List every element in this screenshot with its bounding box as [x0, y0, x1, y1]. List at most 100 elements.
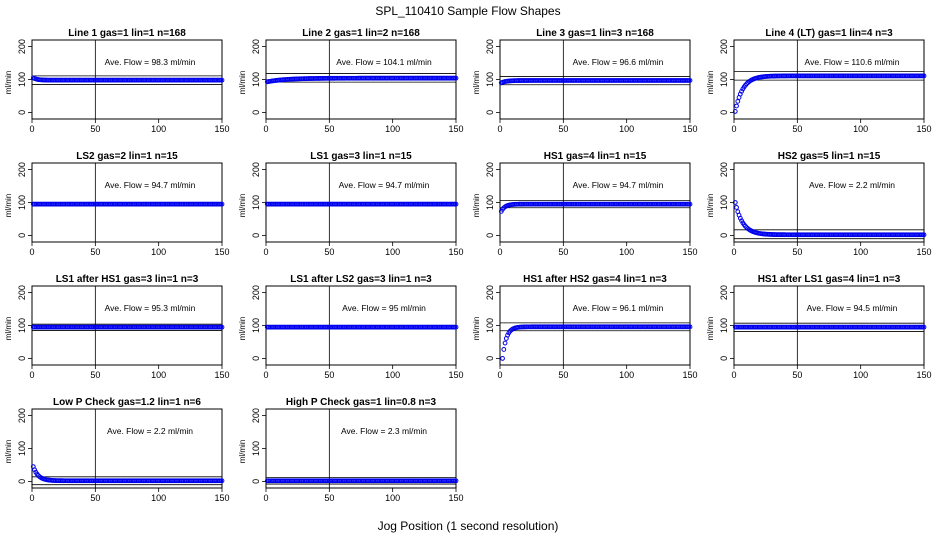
x-tick-label: 0	[731, 247, 736, 257]
plot-frame	[31, 408, 223, 489]
x-tick-label: 150	[682, 247, 697, 257]
panel-13: Low P Check gas=1.2 lin=1 n=6 Ave. Flow =…	[4, 397, 230, 503]
data-point	[687, 78, 693, 83]
panel-6: LS1 gas=3 lin=1 n=15 Ave. Flow = 94.7 ml/…	[238, 151, 464, 257]
x-tick-label: 50	[792, 370, 802, 380]
y-tick-label: 100	[485, 195, 495, 210]
x-tick-label: 100	[853, 247, 868, 257]
x-tick-label: 150	[214, 370, 229, 380]
average-flow-annotation: Ave. Flow = 104.1 ml/min	[336, 57, 432, 67]
x-tick-label: 100	[619, 370, 634, 380]
y-tick-label: 100	[251, 195, 261, 210]
x-tick-label: 100	[151, 124, 166, 134]
x-tick-label: 100	[619, 124, 634, 134]
y-tick-label: 0	[251, 479, 261, 484]
plot-frame	[265, 408, 457, 489]
y-tick-label: 200	[17, 39, 27, 54]
panel-title: HS1 gas=4 lin=1 n=15	[544, 151, 647, 162]
panel-2: Line 2 gas=1 lin=2 n=168 Ave. Flow = 104.…	[238, 28, 464, 134]
y-tick-label: 200	[485, 162, 495, 177]
y-axis-label: ml/min	[706, 194, 715, 218]
data-point	[739, 88, 744, 94]
x-tick-label: 0	[29, 247, 34, 257]
y-tick-label: 200	[251, 39, 261, 54]
y-tick-label: 200	[17, 162, 27, 177]
x-tick-label: 100	[385, 124, 400, 134]
data-point	[735, 98, 741, 104]
x-tick-label: 100	[385, 247, 400, 257]
average-flow-annotation: Ave. Flow = 2.2 ml/min	[107, 426, 193, 436]
panel-4: Line 4 (LT) gas=1 lin=4 n=3 Ave. Flow = 1…	[706, 28, 932, 134]
x-tick-label: 150	[916, 247, 931, 257]
x-tick-label: 50	[792, 247, 802, 257]
y-tick-label: 200	[719, 39, 729, 54]
x-tick-label: 150	[214, 247, 229, 257]
y-tick-label: 200	[719, 162, 729, 177]
x-tick-label: 150	[448, 247, 463, 257]
y-axis-label: ml/min	[238, 317, 247, 341]
x-tick-label: 0	[29, 493, 34, 503]
y-tick-label: 100	[485, 318, 495, 333]
panel-title: Line 3 gas=1 lin=3 n=168	[536, 28, 654, 39]
y-axis-label: ml/min	[238, 194, 247, 218]
data-point	[687, 201, 693, 207]
data-point	[453, 75, 459, 81]
x-tick-label: 100	[151, 493, 166, 503]
x-tick-label: 150	[214, 493, 229, 503]
y-tick-label: 100	[17, 318, 27, 333]
main-title: SPL_110410 Sample Flow Shapes	[375, 4, 560, 18]
data-point	[453, 201, 459, 207]
y-tick-label: 100	[17, 72, 27, 87]
data-point	[500, 356, 505, 361]
y-axis-label: ml/min	[706, 317, 715, 341]
data-point	[453, 324, 459, 330]
x-tick-label: 100	[385, 493, 400, 503]
y-tick-label: 0	[17, 356, 27, 361]
y-tick-label: 200	[485, 39, 495, 54]
panel-title: Line 1 gas=1 lin=1 n=168	[68, 28, 186, 39]
panel-1: Line 1 gas=1 lin=1 n=168 Ave. Flow = 98.3…	[4, 28, 230, 134]
average-flow-annotation: Ave. Flow = 94.7 ml/min	[105, 180, 196, 190]
y-axis-label: ml/min	[472, 317, 481, 341]
panel-11: HS1 after HS2 gas=4 lin=1 n=3 Ave. Flow =…	[472, 274, 698, 380]
data-point	[502, 340, 508, 346]
y-tick-label: 100	[251, 72, 261, 87]
x-tick-label: 100	[853, 370, 868, 380]
x-tick-label: 100	[151, 247, 166, 257]
x-axis-title: Jog Position (1 second resolution)	[378, 519, 559, 533]
x-tick-label: 100	[619, 247, 634, 257]
panel-title: HS2 gas=5 lin=1 n=15	[778, 151, 881, 162]
y-tick-label: 100	[719, 72, 729, 87]
x-tick-label: 50	[324, 370, 334, 380]
x-tick-label: 50	[558, 247, 568, 257]
panel-8: HS2 gas=5 lin=1 n=15 Ave. Flow = 2.2 ml/m…	[706, 151, 932, 257]
x-tick-label: 150	[448, 124, 463, 134]
data-point	[219, 77, 225, 83]
data-point	[743, 223, 748, 229]
y-tick-label: 100	[17, 195, 27, 210]
y-axis-label: ml/min	[472, 71, 481, 95]
average-flow-annotation: Ave. Flow = 95 ml/min	[342, 303, 426, 313]
y-tick-label: 100	[719, 318, 729, 333]
data-point	[921, 232, 927, 238]
x-tick-label: 150	[448, 370, 463, 380]
y-axis-label: ml/min	[472, 194, 481, 218]
y-axis-label: ml/min	[4, 440, 13, 464]
y-tick-label: 100	[485, 72, 495, 87]
x-tick-label: 0	[731, 124, 736, 134]
y-tick-label: 0	[485, 110, 495, 115]
data-point	[219, 324, 225, 330]
panels: Line 1 gas=1 lin=1 n=168 Ave. Flow = 98.3…	[4, 28, 932, 503]
average-flow-annotation: Ave. Flow = 2.2 ml/min	[809, 180, 895, 190]
y-tick-label: 0	[251, 110, 261, 115]
x-tick-label: 0	[263, 124, 268, 134]
x-tick-label: 150	[682, 370, 697, 380]
y-axis-label: ml/min	[4, 317, 13, 341]
data-point	[453, 478, 459, 484]
x-tick-label: 50	[324, 247, 334, 257]
panel-title: Line 2 gas=1 lin=2 n=168	[302, 28, 420, 39]
y-tick-label: 0	[251, 356, 261, 361]
panel-title: LS1 gas=3 lin=1 n=15	[310, 151, 412, 162]
data-point	[687, 324, 693, 330]
